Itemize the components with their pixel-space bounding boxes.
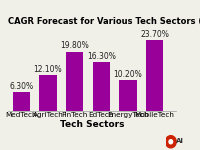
Text: CAGR Forecast for Various Tech Sectors (2024-20: CAGR Forecast for Various Tech Sectors (… <box>8 17 200 26</box>
Text: AI: AI <box>176 138 184 144</box>
Text: 6.30%: 6.30% <box>9 82 33 91</box>
Bar <box>119 80 137 111</box>
Circle shape <box>169 140 173 144</box>
Text: 23.70%: 23.70% <box>140 30 169 39</box>
Text: 10.20%: 10.20% <box>114 70 142 79</box>
Bar <box>13 92 30 111</box>
Bar <box>39 75 57 111</box>
Text: 19.80%: 19.80% <box>60 41 89 50</box>
Bar <box>146 40 163 111</box>
X-axis label: Tech Sectors: Tech Sectors <box>60 120 124 129</box>
Text: 12.10%: 12.10% <box>34 64 62 74</box>
Bar <box>66 52 83 111</box>
Circle shape <box>165 136 176 148</box>
Bar <box>93 62 110 111</box>
Text: 16.30%: 16.30% <box>87 52 116 61</box>
